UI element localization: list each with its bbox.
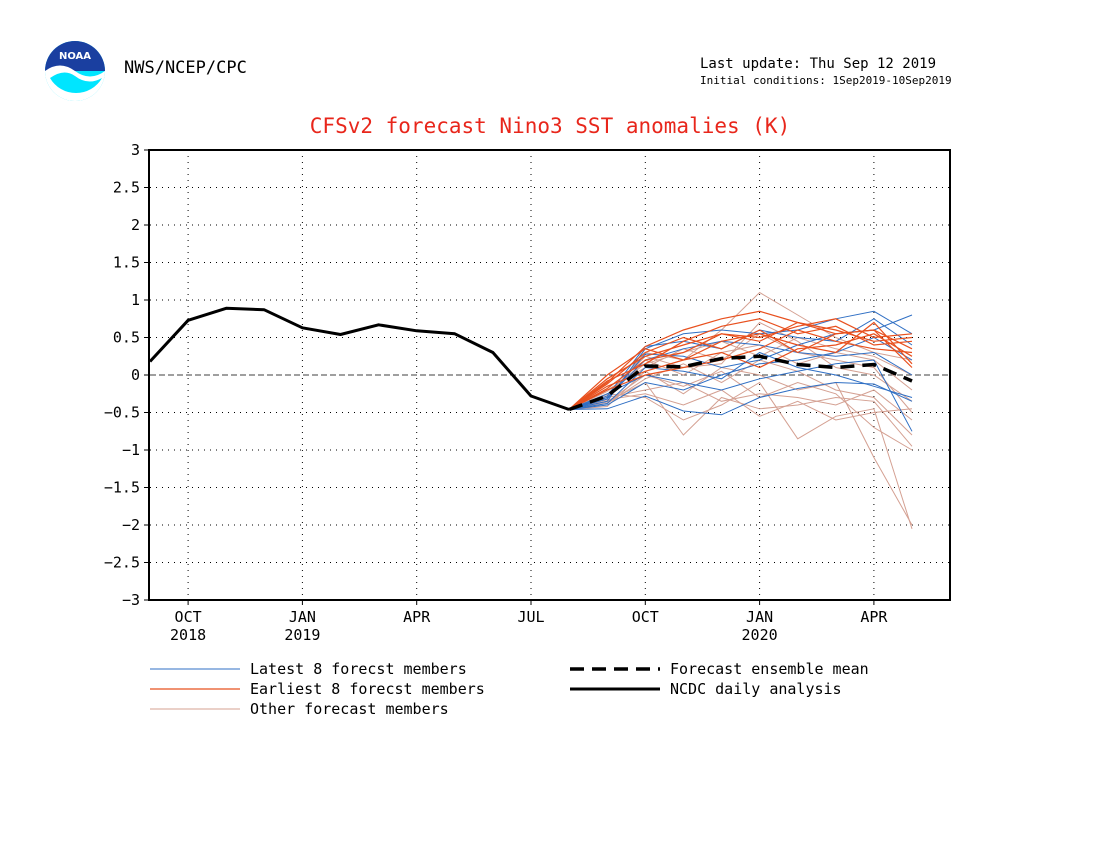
other-member-line — [569, 359, 913, 436]
latest-member-line — [569, 381, 913, 416]
legend-ensemble-mean-label: Forecast ensemble mean — [670, 660, 869, 678]
y-tick-label: 0.5 — [113, 329, 140, 347]
analysis-line — [148, 306, 570, 411]
y-tick-label: 1.5 — [113, 254, 140, 272]
x-tick-year-label: 2019 — [284, 626, 320, 644]
legend-latest-label: Latest 8 forecst members — [250, 660, 467, 678]
axis-labels: 32.521.510.50−0.5−1−1.5−2−2.5−3OCT2018JA… — [104, 141, 889, 644]
x-tick-label: OCT — [632, 608, 659, 626]
y-tick-label: 1 — [131, 291, 140, 309]
x-tick-label: APR — [860, 608, 888, 626]
x-tick-label: JUL — [517, 608, 544, 626]
y-tick-label: −2 — [122, 516, 140, 534]
y-tick-label: −2.5 — [104, 554, 140, 572]
legend-earliest-label: Earliest 8 forecst members — [250, 680, 485, 698]
x-tick-label: APR — [403, 608, 431, 626]
last-update-label: Last update: Thu Sep 12 2019 — [700, 56, 937, 72]
x-tick-label: JAN — [289, 608, 316, 626]
y-tick-label: −1 — [122, 441, 140, 459]
agency-label: NWS/NCEP/CPC — [124, 58, 247, 78]
other-member-line — [568, 381, 913, 529]
other-member-line — [568, 389, 913, 421]
y-tick-label: 2 — [131, 216, 140, 234]
other-member-line — [568, 381, 913, 421]
latest-member-line — [568, 310, 913, 410]
x-tick-year-label: 2020 — [742, 626, 778, 644]
grid-layer — [150, 150, 950, 600]
y-tick-label: 2.5 — [113, 179, 140, 197]
earliest-member-line — [568, 321, 913, 411]
noaa-logo-text: NOAA — [59, 51, 91, 62]
noaa-logo: NOAA — [45, 41, 105, 101]
initial-conditions-label: Initial conditions: 1Sep2019-10Sep2019 — [700, 74, 952, 87]
latest-member-line — [569, 351, 913, 410]
ensemble-mean-line — [568, 354, 913, 412]
member-lines — [568, 291, 913, 529]
chart-title: CFSv2 forecast Nino3 SST anomalies (K) — [309, 114, 791, 138]
x-tick-year-label: 2018 — [170, 626, 206, 644]
legend: Latest 8 forecst members Earliest 8 forec… — [150, 660, 869, 718]
earliest-member-line — [568, 329, 913, 410]
other-member-line — [568, 336, 913, 410]
x-tick-label: JAN — [746, 608, 773, 626]
latest-member-line — [568, 359, 913, 432]
y-tick-label: −0.5 — [104, 404, 140, 422]
x-tick-label: OCT — [175, 608, 202, 626]
legend-analysis-label: NCDC daily analysis — [670, 680, 842, 698]
y-tick-label: 0 — [131, 366, 140, 384]
legend-other-label: Other forecast members — [250, 700, 449, 718]
y-tick-label: −1.5 — [104, 479, 140, 497]
earliest-member-line — [568, 329, 913, 411]
y-tick-label: −3 — [122, 591, 140, 609]
y-tick-label: 3 — [131, 141, 140, 159]
main-lines — [148, 306, 913, 412]
